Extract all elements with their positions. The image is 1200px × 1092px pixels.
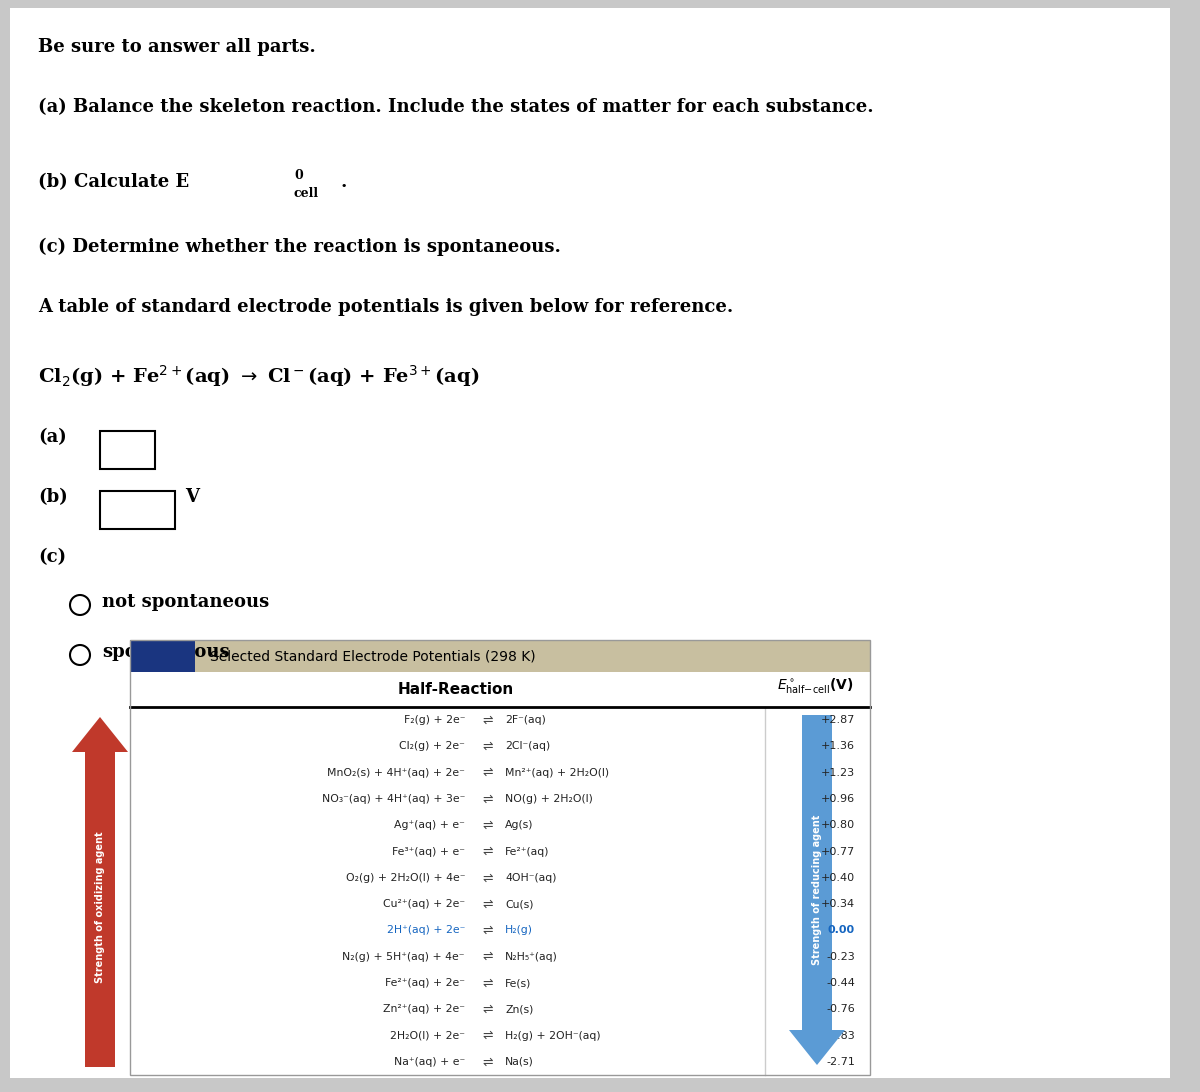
Text: -0.83: -0.83 bbox=[827, 1031, 854, 1041]
Text: H₂(g) + 2OH⁻(aq): H₂(g) + 2OH⁻(aq) bbox=[505, 1031, 601, 1041]
Text: 4OH⁻(aq): 4OH⁻(aq) bbox=[505, 873, 557, 882]
Text: ⇌: ⇌ bbox=[482, 740, 493, 752]
Text: ⇌: ⇌ bbox=[482, 924, 493, 937]
Bar bbox=[130, 707, 870, 1075]
Text: cell: cell bbox=[294, 187, 319, 200]
Text: 2H₂O(l) + 2e⁻: 2H₂O(l) + 2e⁻ bbox=[390, 1031, 466, 1041]
Text: ⇌: ⇌ bbox=[482, 898, 493, 911]
Text: N₂H₅⁺(aq): N₂H₅⁺(aq) bbox=[505, 952, 558, 962]
Text: Fe³⁺(aq) + e⁻: Fe³⁺(aq) + e⁻ bbox=[392, 846, 466, 856]
Text: $E^\circ_\mathrm{half{-}cell}$$\bf{(V)}$: $E^\circ_\mathrm{half{-}cell}$$\bf{(V)}$ bbox=[776, 676, 853, 695]
Text: ⇌: ⇌ bbox=[482, 950, 493, 963]
Text: O₂(g) + 2H₂O(l) + 4e⁻: O₂(g) + 2H₂O(l) + 4e⁻ bbox=[346, 873, 466, 882]
Text: Mn²⁺(aq) + 2H₂O(l): Mn²⁺(aq) + 2H₂O(l) bbox=[505, 768, 610, 778]
Text: MnO₂(s) + 4H⁺(aq) + 2e⁻: MnO₂(s) + 4H⁺(aq) + 2e⁻ bbox=[328, 768, 466, 778]
Bar bbox=[85, 752, 115, 1067]
Text: Cl$_2$(g) + Fe$^{2+}$(aq) $\rightarrow$ Cl$^-$(aq) + Fe$^{3+}$(aq): Cl$_2$(g) + Fe$^{2+}$(aq) $\rightarrow$ … bbox=[38, 363, 479, 389]
Bar bbox=[100, 491, 175, 529]
Text: ⇌: ⇌ bbox=[482, 845, 493, 858]
Polygon shape bbox=[72, 717, 128, 752]
Text: Zn(s): Zn(s) bbox=[505, 1005, 533, 1014]
Text: ⇌: ⇌ bbox=[482, 819, 493, 832]
Text: -0.44: -0.44 bbox=[826, 978, 854, 988]
Bar bbox=[802, 715, 832, 1030]
Text: ⇌: ⇌ bbox=[482, 1029, 493, 1042]
Text: +2.87: +2.87 bbox=[821, 715, 854, 725]
Text: Cu²⁺(aq) + 2e⁻: Cu²⁺(aq) + 2e⁻ bbox=[383, 899, 466, 910]
Text: 0: 0 bbox=[294, 169, 302, 182]
Text: +0.96: +0.96 bbox=[821, 794, 854, 804]
Bar bbox=[130, 640, 194, 672]
Text: (a) Balance the skeleton reaction. Include the states of matter for each substan: (a) Balance the skeleton reaction. Inclu… bbox=[38, 98, 874, 116]
Text: (a): (a) bbox=[38, 428, 67, 446]
Text: Be sure to answer all parts.: Be sure to answer all parts. bbox=[38, 38, 316, 56]
Text: NO(g) + 2H₂O(l): NO(g) + 2H₂O(l) bbox=[505, 794, 593, 804]
Bar bbox=[100, 431, 155, 468]
Text: not spontaneous: not spontaneous bbox=[102, 593, 269, 612]
Text: Fe(s): Fe(s) bbox=[505, 978, 532, 988]
Text: Half-Reaction: Half-Reaction bbox=[397, 682, 514, 697]
Text: spontaneous: spontaneous bbox=[102, 643, 229, 661]
Text: (b) Calculate E: (b) Calculate E bbox=[38, 173, 190, 191]
Text: 2F⁻(aq): 2F⁻(aq) bbox=[505, 715, 546, 725]
Text: +1.36: +1.36 bbox=[821, 741, 854, 751]
Text: Cu(s): Cu(s) bbox=[505, 899, 534, 910]
Text: ⇌: ⇌ bbox=[482, 793, 493, 806]
Text: F₂(g) + 2e⁻: F₂(g) + 2e⁻ bbox=[403, 715, 466, 725]
Text: A table of standard electrode potentials is given below for reference.: A table of standard electrode potentials… bbox=[38, 298, 733, 316]
Text: Cl₂(g) + 2e⁻: Cl₂(g) + 2e⁻ bbox=[400, 741, 466, 751]
Text: -0.76: -0.76 bbox=[827, 1005, 854, 1014]
Text: V: V bbox=[185, 488, 199, 506]
Text: -0.23: -0.23 bbox=[827, 952, 854, 962]
Text: ⇌: ⇌ bbox=[482, 1002, 493, 1016]
Text: N₂(g) + 5H⁺(aq) + 4e⁻: N₂(g) + 5H⁺(aq) + 4e⁻ bbox=[342, 952, 466, 962]
Text: Ag(s): Ag(s) bbox=[505, 820, 534, 830]
Text: ⇌: ⇌ bbox=[482, 871, 493, 885]
Bar bbox=[130, 672, 870, 707]
Bar bbox=[130, 640, 870, 1075]
Text: H₂(g): H₂(g) bbox=[505, 925, 533, 936]
Text: ⇌: ⇌ bbox=[482, 1055, 493, 1068]
Polygon shape bbox=[790, 1030, 845, 1065]
Text: +0.40: +0.40 bbox=[821, 873, 854, 882]
Text: +0.77: +0.77 bbox=[821, 846, 854, 856]
Text: +1.23: +1.23 bbox=[821, 768, 854, 778]
Text: Fe²⁺(aq) + 2e⁻: Fe²⁺(aq) + 2e⁻ bbox=[385, 978, 466, 988]
Text: (c): (c) bbox=[38, 548, 66, 566]
Text: .: . bbox=[341, 173, 347, 191]
Text: Zn²⁺(aq) + 2e⁻: Zn²⁺(aq) + 2e⁻ bbox=[383, 1005, 466, 1014]
Text: 2Cl⁻(aq): 2Cl⁻(aq) bbox=[505, 741, 551, 751]
Text: (b): (b) bbox=[38, 488, 67, 506]
Text: Selected Standard Electrode Potentials (298 K): Selected Standard Electrode Potentials (… bbox=[210, 649, 535, 663]
Text: +0.80: +0.80 bbox=[821, 820, 854, 830]
Text: -2.71: -2.71 bbox=[826, 1057, 854, 1067]
Text: Strength of oxidizing agent: Strength of oxidizing agent bbox=[95, 831, 106, 983]
Text: 0.00: 0.00 bbox=[828, 925, 854, 936]
Text: +0.34: +0.34 bbox=[821, 899, 854, 910]
Text: ⇌: ⇌ bbox=[482, 976, 493, 989]
Text: Na⁺(aq) + e⁻: Na⁺(aq) + e⁻ bbox=[394, 1057, 466, 1067]
Text: Strength of reducing agent: Strength of reducing agent bbox=[812, 815, 822, 965]
Text: ⇌: ⇌ bbox=[482, 714, 493, 726]
Bar bbox=[130, 640, 870, 672]
Text: 2H⁺(aq) + 2e⁻: 2H⁺(aq) + 2e⁻ bbox=[386, 925, 466, 936]
Text: Na(s): Na(s) bbox=[505, 1057, 534, 1067]
Text: (c) Determine whether the reaction is spontaneous.: (c) Determine whether the reaction is sp… bbox=[38, 238, 560, 257]
Text: ⇌: ⇌ bbox=[482, 767, 493, 780]
Text: Ag⁺(aq) + e⁻: Ag⁺(aq) + e⁻ bbox=[394, 820, 466, 830]
Text: NO₃⁻(aq) + 4H⁺(aq) + 3e⁻: NO₃⁻(aq) + 4H⁺(aq) + 3e⁻ bbox=[322, 794, 466, 804]
Text: Fe²⁺(aq): Fe²⁺(aq) bbox=[505, 846, 550, 856]
